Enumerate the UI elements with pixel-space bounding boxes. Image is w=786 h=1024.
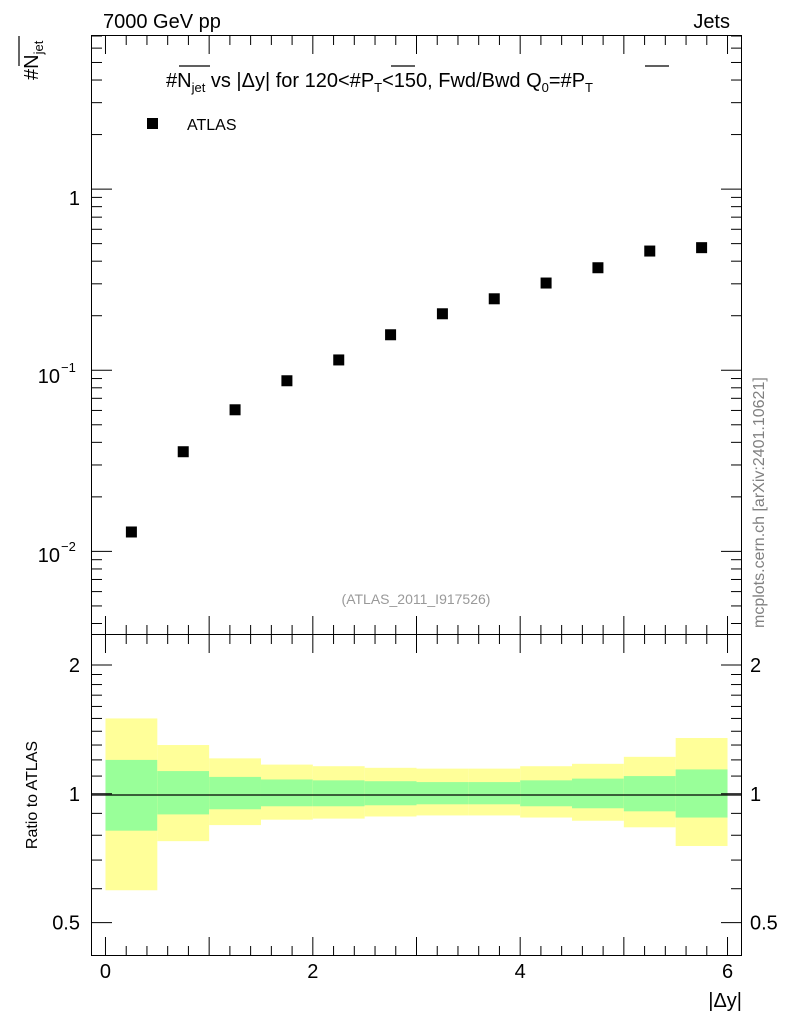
data-point — [540, 277, 552, 289]
data-point — [333, 354, 345, 366]
data-point — [644, 245, 656, 257]
title-part-t2: T — [585, 80, 593, 95]
ratio-band-inner — [312, 780, 365, 807]
x-tick-label: 2 — [307, 961, 318, 983]
title-part-zero: 0 — [542, 80, 549, 95]
plot-title: #Njet vs |Δy| for 120<#PT<150, Fwd/Bwd Q… — [166, 65, 669, 95]
title-part-p: P — [361, 70, 374, 92]
main-y-tick-label-1e-2-exp: −2 — [61, 539, 76, 554]
data-point — [177, 446, 189, 458]
ratio-ylabel: Ratio to ATLAS — [24, 741, 41, 849]
ratio-band-inner — [623, 776, 676, 812]
ratio-tick-label-right: 0.5 — [750, 913, 778, 935]
energy-label: 7000 GeV pp — [103, 11, 221, 33]
svg-text:#Njet: #Njet — [21, 40, 46, 80]
data-point — [229, 404, 241, 416]
x-tick-label: 4 — [515, 961, 526, 983]
ratio-tick-label-left: 2 — [69, 655, 80, 677]
main-y-tick-label-1e-2: 10 — [38, 545, 60, 567]
ratio-tick-labels: 0.5 0.5 1 1 2 2 — [52, 655, 778, 935]
ratio-band-inner — [157, 771, 210, 815]
ratio-band-inner — [675, 769, 728, 818]
ratio-tick-label-left: 0.5 — [52, 913, 80, 935]
title-part-jet: jet — [191, 80, 206, 95]
ratio-band-inner — [520, 780, 573, 807]
title-part-p2: P — [572, 70, 585, 92]
main-ylabel: #Njet — [18, 36, 46, 80]
process-label: Jets — [693, 11, 730, 33]
ratio-tick-label-left: 1 — [69, 784, 80, 806]
x-tick-label: 6 — [722, 961, 733, 983]
ratio-band-inner — [468, 782, 521, 805]
data-point — [385, 329, 397, 341]
main-y-tick-label-1e-1-exp: −1 — [61, 360, 76, 375]
data-point — [592, 262, 604, 274]
main-ylabel-sub: jet — [31, 40, 46, 55]
title-part-t: T — [374, 80, 382, 95]
analysis-id: (ATLAS_2011_I917526) — [342, 591, 491, 607]
main-y-tick-label-1e-1: 10 — [38, 366, 60, 388]
data-point — [436, 308, 448, 320]
main-ylabel-n: N — [21, 54, 43, 68]
watermark: mcplots.cern.ch [arXiv:2401.10621] — [751, 377, 768, 628]
main-y-tick-label-1: 1 — [69, 188, 80, 210]
ratio-tick-label-right: 1 — [750, 784, 761, 806]
data-point — [696, 242, 708, 254]
title-part-n: N — [177, 70, 191, 92]
main-y-tick-labels: 1 10 −1 10 −2 — [38, 188, 80, 567]
x-tick-label: 0 — [100, 961, 111, 983]
ratio-panel-frame — [91, 634, 742, 956]
ratio-band-inner — [209, 776, 261, 810]
data-series-atlas — [125, 242, 708, 538]
ratio-bands — [105, 718, 728, 891]
data-point — [488, 293, 500, 305]
title-part-hash: # — [166, 70, 178, 92]
data-point — [281, 375, 293, 387]
data-point — [125, 526, 137, 538]
legend: ATLAS — [147, 117, 237, 134]
x-axis-title: |Δy| — [708, 990, 742, 1012]
legend-marker — [147, 118, 158, 129]
title-part-range: vs |Δy| for 120<# — [205, 70, 361, 92]
x-tick-labels: 0 2 4 6 — [100, 961, 733, 983]
ratio-tick-label-right: 2 — [750, 655, 761, 677]
main-ylabel-hash: # — [21, 68, 43, 80]
title-part-q: <150, Fwd/Bwd Q — [382, 70, 542, 92]
ratio-band-inner — [260, 779, 313, 807]
axis-ticks — [92, 35, 741, 955]
legend-label-atlas: ATLAS — [187, 117, 237, 134]
title-part-eq: =# — [549, 70, 573, 92]
svg-text:#Njet vs |Δy| for 120<#PT<150,: #Njet vs |Δy| for 120<#PT<150, Fwd/Bwd Q… — [166, 70, 593, 95]
ratio-band-inner — [572, 778, 624, 809]
ratio-band-inner — [364, 781, 417, 806]
ratio-band-inner — [416, 782, 469, 805]
